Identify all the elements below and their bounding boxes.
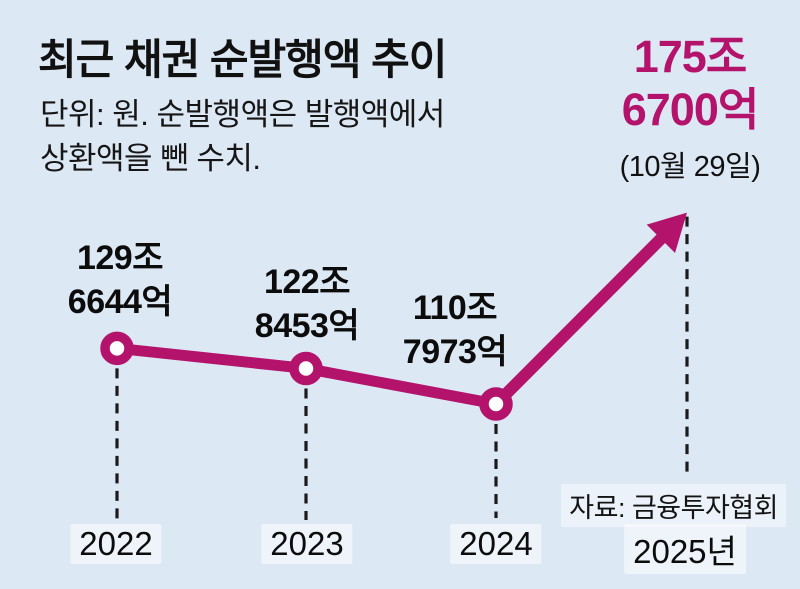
point-label-2024: 110조 7973억 — [402, 286, 508, 374]
point-label-2022-line-1: 129조 — [76, 239, 164, 277]
point-label-2022: 129조 6644억 — [67, 236, 173, 324]
trend-arrow-head — [646, 212, 687, 253]
latest-value-callout: 175조 6700억 (10월 29일) — [588, 31, 792, 185]
latest-value-line-2: 6700억 — [621, 83, 760, 135]
latest-value-date: (10월 29일) — [619, 151, 761, 184]
point-label-2024-line-1: 110조 — [412, 289, 498, 327]
point-label-2023-line-2: 8453억 — [254, 307, 360, 346]
x-axis-label-2024: 2024 — [450, 524, 542, 564]
trend-arrow-shaft — [491, 226, 673, 409]
unit-note-line-2: 상환액을 뺀 수치. — [40, 141, 261, 177]
point-label-2023-line-1: 122조 — [263, 263, 351, 301]
x-axis-label-2022: 2022 — [70, 524, 162, 564]
source-credit: 자료: 금융투자협회 — [561, 484, 786, 527]
data-point-marker-2023 — [289, 351, 323, 386]
data-point-marker-2024 — [479, 387, 513, 421]
point-label-2023: 122조 8453억 — [254, 260, 360, 348]
unit-note-line-1: 단위: 원. 순발행액은 발행액에서 — [40, 97, 445, 132]
latest-value-line-1: 175조 — [633, 31, 747, 82]
point-label-2022-line-2: 6644억 — [67, 283, 173, 322]
x-axis-label-2023: 2023 — [261, 524, 353, 564]
data-point-marker-2022 — [100, 331, 134, 366]
chart-unit-note: 단위: 원. 순발행액은 발행액에서 상환액을 뺀 수치. — [40, 93, 445, 181]
x-axis-label-2025: 2025년 — [624, 524, 746, 574]
page-title: 최근 채권 순발행액 추이 — [38, 36, 447, 83]
point-label-2024-line-2: 7973억 — [402, 333, 508, 372]
